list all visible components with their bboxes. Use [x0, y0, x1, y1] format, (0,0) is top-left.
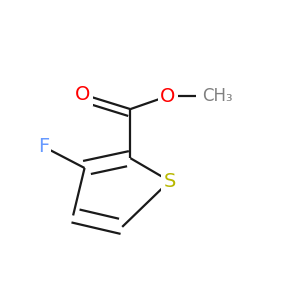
Text: O: O [75, 85, 91, 104]
Text: O: O [160, 86, 176, 106]
Text: CH₃: CH₃ [202, 87, 233, 105]
Text: S: S [164, 172, 176, 190]
Text: F: F [38, 137, 49, 156]
